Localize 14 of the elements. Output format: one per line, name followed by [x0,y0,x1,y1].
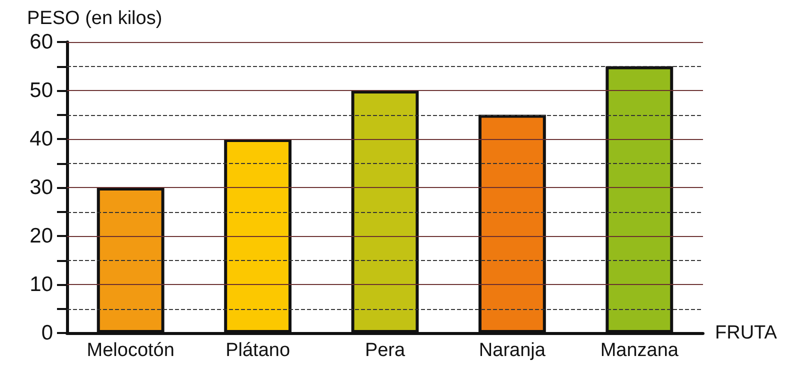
x-tick-label: Pera [364,340,406,361]
x-tick-label: Manzana [600,340,679,361]
y-tick-label: 30 [30,176,53,199]
x-tick-label: Naranja [478,340,546,361]
y-tick-label: 20 [30,224,53,248]
y-tick-label: 60 [30,30,53,54]
x-tick-label: Plátano [226,340,290,361]
y-tick-label: 0 [41,322,53,344]
y-tick-label: 40 [30,128,53,150]
x-axis-title: FRUTA [715,322,778,344]
y-axis-title: PESO (en kilos) [27,8,162,29]
y-tick-label: 10 [30,273,53,296]
x-tick-label: Melocotón [86,340,174,361]
y-tick-label: 50 [30,79,53,102]
